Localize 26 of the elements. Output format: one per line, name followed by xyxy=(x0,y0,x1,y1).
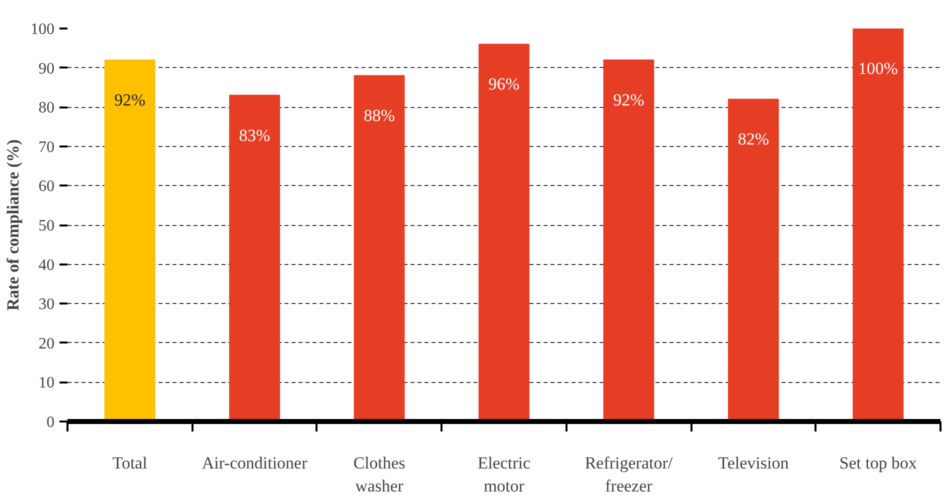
y-tick-label: 0 xyxy=(46,414,54,431)
y-tick-label: 70 xyxy=(38,138,54,156)
y-axis-title: Rate of compliance (%) xyxy=(4,139,22,311)
x-tick-label: Clothes washer xyxy=(353,454,406,496)
y-tick-label: 20 xyxy=(38,335,54,352)
x-tick-label: Set top box xyxy=(839,454,918,472)
x-tick-label: Air-conditioner xyxy=(202,454,308,472)
y-tick-label: 90 xyxy=(38,60,54,78)
data-label: 100% xyxy=(858,59,898,78)
x-tick-label: Television xyxy=(718,454,790,472)
x-tick-label: Electric motor xyxy=(478,454,531,496)
y-tick-label: 40 xyxy=(38,256,54,274)
data-label: 92% xyxy=(613,90,644,110)
y-tick-label: 80 xyxy=(38,100,54,117)
y-tick-label: 30 xyxy=(38,296,54,314)
data-label: 92% xyxy=(114,90,146,110)
y-tick-label: 50 xyxy=(38,218,54,234)
data-label: 88% xyxy=(364,106,395,126)
y-tick-label: 60 xyxy=(38,178,54,196)
y-tick-label: 100 xyxy=(30,21,54,38)
x-tick-label: Total xyxy=(112,454,148,472)
data-label: 83% xyxy=(238,126,270,145)
x-tick-label: Refrigerator/ freezer xyxy=(584,454,673,496)
data-label: 82% xyxy=(738,130,770,149)
data-label: 96% xyxy=(488,74,520,94)
y-tick-label: 10 xyxy=(38,374,54,392)
